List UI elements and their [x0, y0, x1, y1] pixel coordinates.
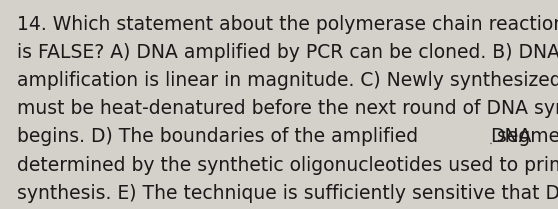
- Text: begins. D) The boundaries of the amplified: begins. D) The boundaries of the amplifi…: [17, 127, 424, 147]
- Text: determined by the synthetic oligonucleotides used to prime DNA: determined by the synthetic oligonucleot…: [17, 156, 558, 175]
- Text: 14. Which statement about the polymerase chain reaction (PCR): 14. Which statement about the polymerase…: [17, 15, 558, 34]
- Text: synthesis. E) The technique is sufficiently sensitive that DNA: synthesis. E) The technique is sufficien…: [17, 184, 558, 203]
- Text: is FALSE? A) DNA amplified by PCR can be cloned. B) DNA: is FALSE? A) DNA amplified by PCR can be…: [17, 43, 558, 62]
- Text: amplification is linear in magnitude. C) Newly synthesized DNA: amplification is linear in magnitude. C)…: [17, 71, 558, 90]
- Text: must be heat-denatured before the next round of DNA synthesis: must be heat-denatured before the next r…: [17, 99, 558, 118]
- Text: DNA: DNA: [490, 127, 531, 147]
- Text: segment are: segment are: [491, 127, 558, 147]
